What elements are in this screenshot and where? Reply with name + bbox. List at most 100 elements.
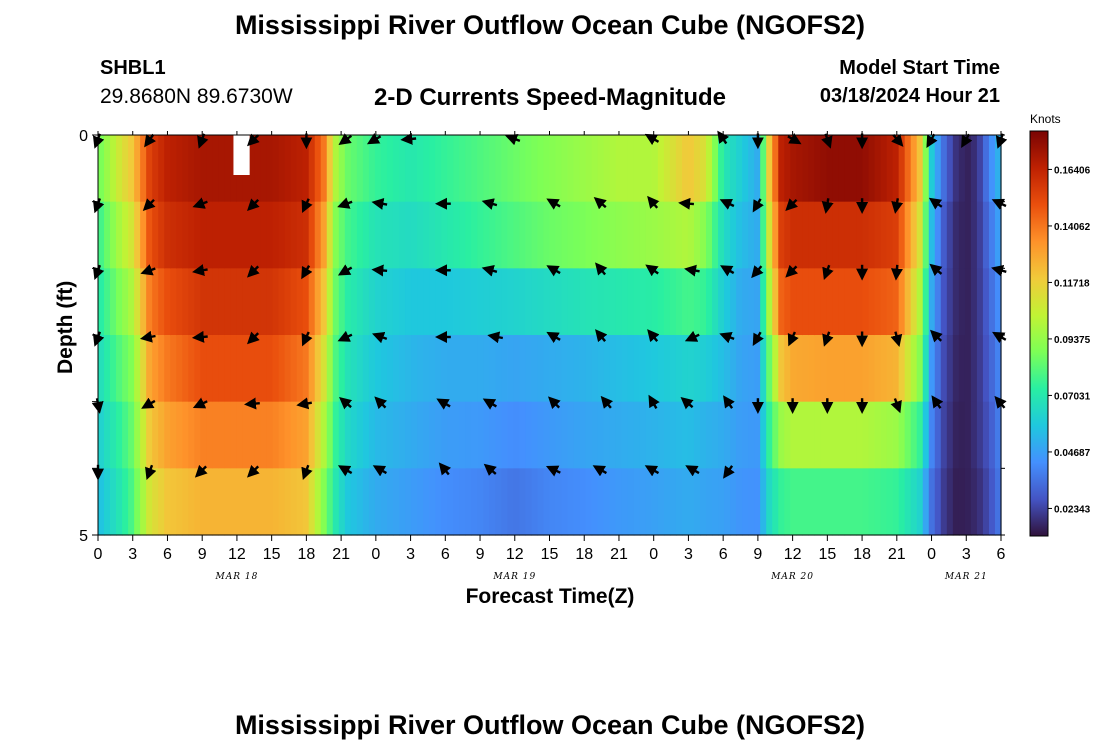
current-arrow: [680, 397, 694, 410]
heat-cell: [892, 268, 900, 336]
heat-cell: [344, 335, 352, 403]
heat-cell: [844, 335, 852, 403]
heat-cell: [778, 268, 785, 336]
heat-cell: [844, 468, 852, 536]
heat-cell: [471, 401, 478, 469]
heat-cell: [170, 268, 177, 336]
x-tick-label: 21: [332, 546, 350, 563]
heat-cell: [423, 135, 430, 203]
heat-cell: [170, 201, 177, 269]
heat-cell: [687, 468, 695, 536]
heat-cell: [627, 201, 635, 269]
heat-cell: [724, 201, 731, 269]
heat-cell: [850, 201, 858, 269]
heat-cell: [736, 135, 743, 203]
heat-cell: [489, 335, 496, 403]
heat-cell: [224, 335, 232, 403]
heat-cell: [832, 268, 840, 336]
heat-cell: [718, 401, 725, 469]
heat-cell: [513, 335, 520, 403]
heat-cell: [700, 201, 707, 269]
heat-cell: [230, 201, 238, 269]
current-arrow: [822, 264, 834, 281]
heat-cell: [465, 268, 472, 336]
current-arrow: [247, 464, 260, 478]
heat-cell: [591, 468, 599, 536]
x-tick-label: 0: [649, 546, 658, 563]
heat-cell: [525, 201, 533, 269]
current-arrow: [140, 264, 156, 276]
x-tick-label: 0: [371, 546, 380, 563]
heat-cell: [290, 135, 298, 203]
heat-cell: [356, 201, 364, 269]
heat-cell: [362, 468, 370, 536]
heat-cell: [802, 401, 809, 469]
heat-cell: [525, 135, 533, 203]
heat-cell: [657, 268, 665, 336]
current-arrow: [192, 397, 208, 409]
heat-cell: [784, 201, 791, 269]
heat-cell: [338, 468, 346, 536]
heat-cell: [465, 401, 472, 469]
heat-cell: [447, 201, 454, 269]
heatmap-cells: [98, 135, 1002, 536]
heat-cell: [778, 468, 785, 536]
heat-cell: [970, 201, 978, 269]
heat-cell: [567, 401, 575, 469]
heat-cell: [308, 468, 316, 536]
heat-cell: [615, 201, 623, 269]
heat-cell: [615, 468, 623, 536]
heat-cell: [964, 468, 972, 536]
heat-cell: [718, 268, 725, 336]
heat-cell: [982, 201, 990, 269]
heat-cell: [573, 268, 581, 336]
heat-cell: [687, 335, 695, 403]
heat-cell: [176, 201, 183, 269]
heat-cell: [970, 335, 978, 403]
heat-cell: [465, 468, 472, 536]
model-start-label: Model Start Time: [839, 57, 1000, 79]
second-page-title: Mississippi River Outflow Ocean Cube (NG…: [234, 710, 866, 740]
x-tick-label: 3: [684, 546, 693, 563]
heat-cell: [706, 401, 713, 469]
heat-cell: [356, 135, 364, 203]
heat-cell: [218, 268, 226, 336]
heat-cell: [356, 268, 364, 336]
heat-cell: [754, 468, 761, 536]
heat-cell: [176, 135, 183, 203]
heat-cell: [718, 335, 725, 403]
heat-cell: [266, 268, 274, 336]
heat-cell: [236, 268, 244, 336]
heat-cell: [706, 135, 713, 203]
heat-cell: [218, 468, 226, 536]
heat-cell: [621, 268, 629, 336]
heat-cell: [116, 201, 123, 269]
heat-cell: [754, 268, 761, 336]
heat-cell: [164, 468, 171, 536]
heat-cell: [712, 268, 719, 336]
current-arrow: [787, 331, 799, 347]
heat-cell: [994, 135, 1002, 203]
heat-cell: [242, 468, 250, 536]
heat-cell: [471, 468, 478, 536]
heat-cell: [700, 135, 707, 203]
heat-cell: [663, 201, 671, 269]
heat-cell: [200, 201, 207, 269]
heat-cell: [146, 268, 153, 336]
heat-cell: [278, 401, 286, 469]
heat-cell: [537, 135, 545, 203]
heat-cell: [429, 335, 436, 403]
heat-cell: [681, 401, 689, 469]
heat-cell: [639, 201, 647, 269]
heat-cell: [561, 135, 569, 203]
heat-cell: [856, 201, 864, 269]
current-arrow: [931, 395, 944, 409]
heat-cell: [459, 468, 466, 536]
heat-cell: [290, 401, 298, 469]
heat-cell: [579, 468, 587, 536]
heat-cell: [922, 135, 930, 203]
heat-cell: [615, 335, 623, 403]
heat-cell: [236, 468, 244, 536]
heat-cell: [567, 268, 575, 336]
heat-cell: [362, 401, 370, 469]
